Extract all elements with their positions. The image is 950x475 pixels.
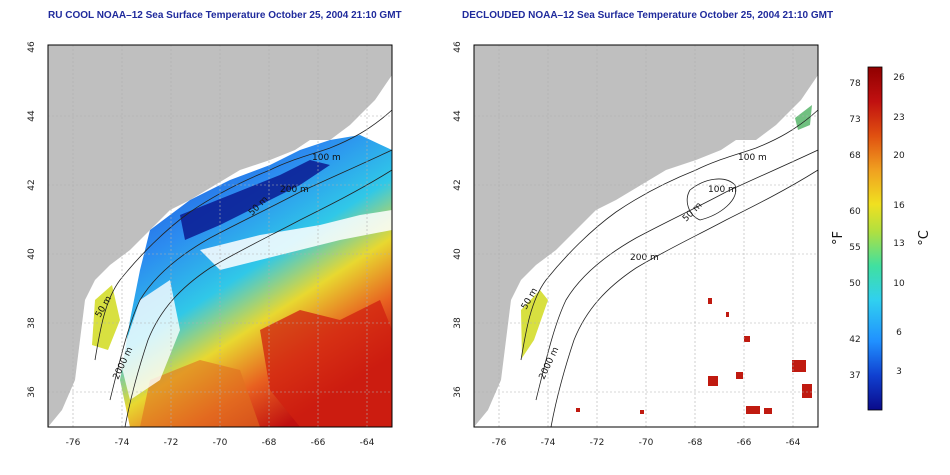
right-contour-bank (686, 178, 737, 221)
celsius-ticks: 26 23 20 16 13 10 6 3 (893, 73, 905, 377)
left-lon-tick: -70 (213, 438, 228, 448)
left-map-panel: 100 m 200 m 50 m 50 m 2000 m -76 -74 -72… (27, 41, 393, 448)
left-cloud-mask (120, 280, 180, 400)
right-coastal-band (521, 290, 548, 358)
celsius-tick: 3 (896, 367, 902, 377)
left-lon-tick: -76 (66, 438, 81, 448)
right-warm-speckles (576, 298, 812, 414)
left-cold-streak (180, 160, 330, 240)
right-map-title: DECLOUDED NOAA–12 Sea Surface Temperatur… (462, 10, 834, 21)
right-lon-tick: -68 (688, 438, 703, 448)
left-lat-tick: 40 (27, 248, 37, 260)
left-lon-tick: -66 (311, 438, 326, 448)
right-lat-tick: 36 (453, 386, 463, 398)
colorbar-gradient (867, 66, 883, 411)
left-lon-tick: -68 (262, 438, 277, 448)
right-lat-tick: 40 (453, 248, 463, 260)
right-lat-tick: 46 (453, 41, 463, 53)
right-coastal-band (795, 105, 812, 130)
left-warm-patch (260, 300, 392, 427)
left-lat-tick: 44 (27, 110, 37, 122)
right-lon-tick: -66 (737, 438, 752, 448)
celsius-label: °C (917, 230, 932, 246)
fahrenheit-tick: 50 (849, 279, 861, 289)
left-grid (48, 45, 392, 427)
right-contour-2000m (550, 169, 818, 427)
celsius-tick: 6 (896, 328, 902, 338)
fahrenheit-tick: 60 (849, 207, 861, 217)
right-contour-100m (520, 109, 818, 361)
left-map-title: RU COOL NOAA–12 Sea Surface Temperature … (48, 10, 402, 21)
right-grid (474, 45, 818, 427)
celsius-tick: 10 (893, 279, 905, 289)
celsius-tick: 16 (893, 201, 905, 211)
right-lat-tick: 44 (453, 110, 463, 122)
left-lat-ticks: 46 44 42 40 38 36 (27, 41, 37, 398)
right-lat-tick: 38 (453, 317, 463, 329)
celsius-tick: 23 (893, 113, 904, 123)
left-contour-2000m (124, 169, 392, 427)
right-map-frame (473, 44, 819, 428)
left-contour-100m (94, 109, 392, 361)
celsius-tick: 13 (893, 239, 904, 249)
right-contour-label: 100 m (738, 153, 767, 163)
left-lon-ticks: -76 -74 -72 -70 -68 -66 -64 (66, 438, 375, 448)
fahrenheit-tick: 68 (849, 151, 861, 161)
fahrenheit-tick: 55 (849, 243, 860, 253)
right-lon-tick: -76 (492, 438, 507, 448)
right-contour-label: 200 m (630, 253, 659, 263)
left-lat-tick: 36 (27, 386, 37, 398)
fahrenheit-ticks: 78 73 68 60 55 50 42 37 (849, 79, 861, 381)
left-contour-label: 200 m (280, 185, 309, 195)
celsius-tick: 26 (893, 73, 905, 83)
fahrenheit-tick: 42 (849, 335, 860, 345)
right-lon-tick: -72 (590, 438, 605, 448)
left-lat-tick: 46 (27, 41, 37, 53)
right-lon-tick: -70 (639, 438, 654, 448)
left-lon-tick: -72 (164, 438, 179, 448)
right-lat-tick: 42 (453, 179, 463, 190)
right-lon-tick: -74 (541, 438, 556, 448)
left-cloud-mask (200, 210, 392, 270)
left-map-frame (47, 44, 393, 428)
right-lon-ticks: -76 -74 -72 -70 -68 -66 -64 (492, 438, 801, 448)
right-land (474, 45, 818, 427)
left-coastal-band (92, 285, 120, 350)
left-contour-200m (109, 149, 392, 401)
right-lat-ticks: 46 44 42 40 38 36 (453, 41, 463, 398)
right-contour-label: 100 m (708, 185, 737, 195)
left-warm-patch (140, 360, 260, 427)
fahrenheit-tick: 73 (849, 115, 860, 125)
left-lat-tick: 42 (27, 179, 37, 190)
left-contour-label: 100 m (312, 153, 341, 163)
fahrenheit-label: °F (831, 231, 846, 245)
left-land (48, 45, 392, 427)
right-lon-tick: -64 (786, 438, 801, 448)
left-lon-tick: -64 (360, 438, 375, 448)
left-lat-tick: 38 (27, 317, 37, 329)
celsius-tick: 20 (893, 151, 905, 161)
fahrenheit-tick: 37 (849, 371, 860, 381)
left-lon-tick: -74 (115, 438, 130, 448)
right-map-panel: 100 m 100 m 50 m 200 m 50 m 2000 m -76 -… (453, 41, 819, 448)
fahrenheit-tick: 78 (849, 79, 861, 89)
colorbar: °F °C 78 73 68 60 55 50 42 37 26 23 20 1… (831, 66, 932, 411)
right-contour-200m (535, 149, 818, 401)
